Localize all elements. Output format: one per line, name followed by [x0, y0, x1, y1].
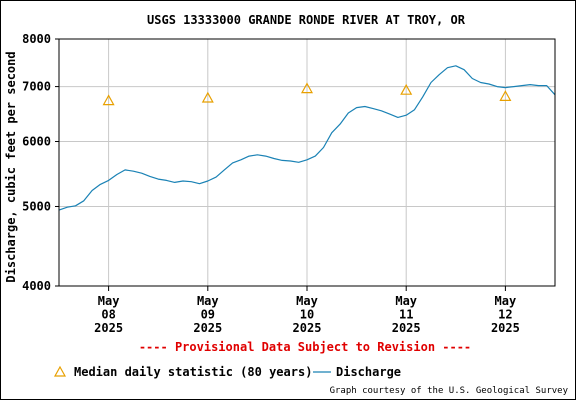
x-tick-label: May — [395, 294, 417, 308]
x-tick-label: 09 — [201, 308, 215, 322]
x-tick-label: 2025 — [193, 321, 222, 335]
median-statistic-marker — [300, 82, 314, 94]
median-statistic-marker — [102, 94, 115, 106]
x-axis: May082025May092025May102025May112025May1… — [94, 286, 520, 335]
x-tick-label: 2025 — [491, 321, 520, 335]
plot-area — [58, 65, 556, 211]
chart-title: USGS 13333000 GRANDE RONDE RIVER AT TROY… — [147, 13, 466, 27]
discharge-series-line — [58, 65, 556, 211]
x-tick-label: 2025 — [293, 321, 322, 335]
x-tick-label: May — [197, 294, 219, 308]
x-tick-label: 2025 — [94, 321, 123, 335]
y-tick-label: 4000 — [22, 279, 51, 293]
x-tick-label: May — [98, 294, 120, 308]
x-tick-label: 11 — [399, 308, 413, 322]
y-tick-label: 6000 — [22, 135, 51, 149]
x-tick-label: May — [296, 294, 318, 308]
y-tick-label: 5000 — [22, 199, 51, 213]
x-tick-label: May — [495, 294, 517, 308]
credit-note: Graph courtesy of the U.S. Geological Su… — [330, 386, 569, 396]
median-statistic-marker — [499, 90, 512, 101]
legend-median-marker — [53, 365, 67, 377]
y-axis-label: Discharge, cubic feet per second — [4, 51, 18, 282]
provisional-note: ---- Provisional Data Subject to Revisio… — [139, 340, 471, 354]
x-tick-label: 10 — [300, 308, 314, 322]
y-tick-label: 8000 — [22, 32, 51, 46]
median-statistic-marker — [400, 83, 413, 95]
x-tick-label: 12 — [498, 308, 512, 322]
y-axis: 4000 5000 6000 7000 8000 — [22, 32, 59, 293]
y-tick-label: 7000 — [22, 80, 51, 94]
median-statistic-marker — [201, 91, 214, 103]
legend-median-label: Median daily statistic (80 years) — [74, 365, 312, 379]
legend-discharge-label: Discharge — [336, 365, 401, 379]
legend: Median daily statistic (80 years) Discha… — [53, 365, 401, 379]
x-tick-label: 2025 — [392, 321, 421, 335]
grid-lines — [59, 39, 555, 286]
x-tick-label: 08 — [101, 308, 115, 322]
